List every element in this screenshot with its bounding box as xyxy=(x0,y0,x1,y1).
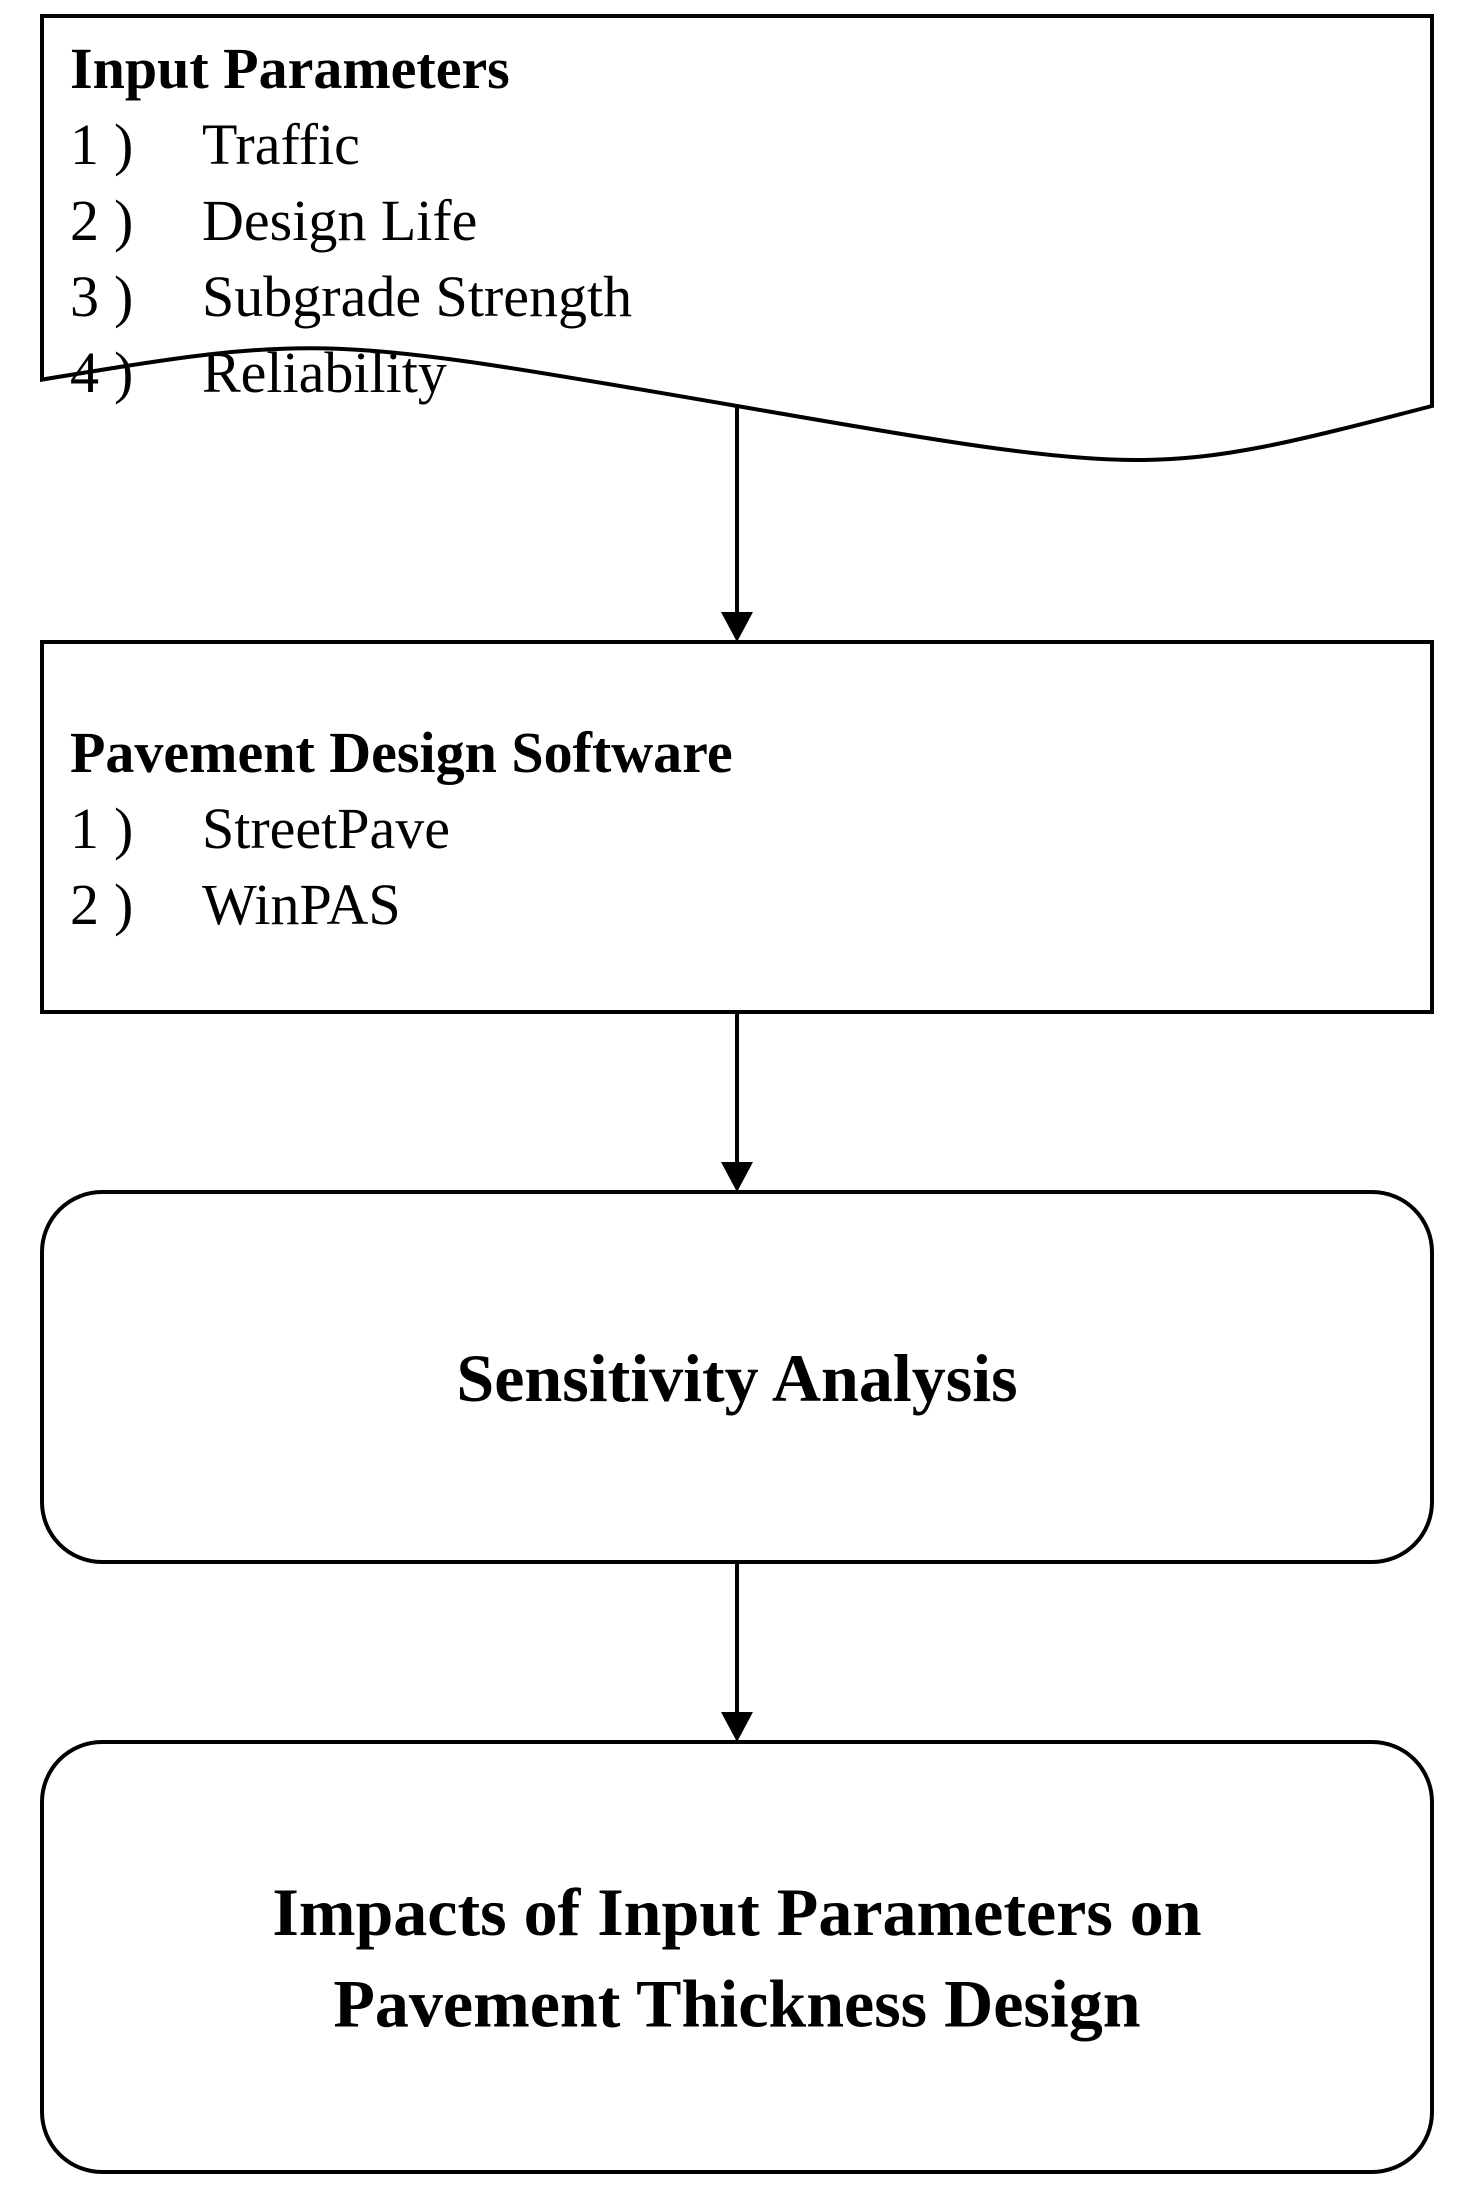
arrow-head-icon xyxy=(721,1162,753,1192)
arrow-head-icon xyxy=(721,612,753,642)
software-item-paren: ) xyxy=(114,796,133,861)
input-item-paren: ) xyxy=(114,188,133,253)
flowchart-container: Input Parameters 1) Traffic 2) Design Life 3)… xyxy=(0,0,1469,2198)
input-item-number: 4 xyxy=(70,340,99,405)
flowchart-svg: Input Parameters 1) Traffic 2) Design Life 3)… xyxy=(0,0,1469,2198)
input-item-number: 2 xyxy=(70,188,99,253)
input-parameters-title: Input Parameters xyxy=(70,36,510,101)
arrow-head-icon xyxy=(721,1712,753,1742)
input-item-label: Reliability xyxy=(202,340,447,405)
input-item-label: Design Life xyxy=(202,188,477,253)
input-item-paren: ) xyxy=(114,264,133,329)
input-item-label: Subgrade Strength xyxy=(202,264,632,329)
impacts-label-line: Pavement Thickness Design xyxy=(333,1966,1140,2042)
sensitivity-label: Sensitivity Analysis xyxy=(456,1340,1017,1416)
input-item-paren: ) xyxy=(114,112,133,177)
input-item-paren: ) xyxy=(114,340,133,405)
software-title: Pavement Design Software xyxy=(70,720,733,785)
software-item-label: StreetPave xyxy=(202,796,450,861)
input-item-number: 3 xyxy=(70,264,99,329)
software-item-label: WinPAS xyxy=(202,872,401,937)
software-item-number: 2 xyxy=(70,872,99,937)
software-item-paren: ) xyxy=(114,872,133,937)
input-item-number: 1 xyxy=(70,112,99,177)
impacts-label-line: Impacts of Input Parameters on xyxy=(272,1874,1201,1950)
input-item-label: Traffic xyxy=(202,112,360,177)
software-item-number: 1 xyxy=(70,796,99,861)
impacts-node xyxy=(42,1742,1432,2172)
